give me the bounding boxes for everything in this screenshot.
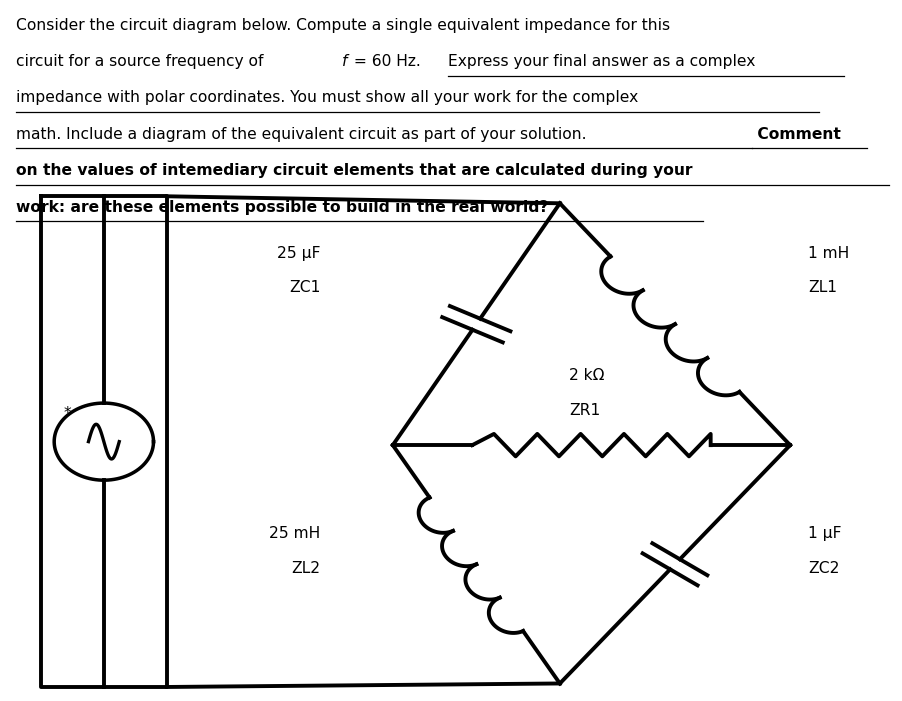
Text: *: *: [64, 406, 71, 421]
Text: f: f: [342, 54, 347, 69]
Text: 1 mH: 1 mH: [807, 246, 849, 261]
Text: ZL2: ZL2: [291, 561, 320, 576]
Text: 1 μF: 1 μF: [807, 526, 841, 541]
Text: 2 kΩ: 2 kΩ: [568, 369, 603, 383]
Text: ZC2: ZC2: [807, 561, 839, 576]
Text: on the values of intemediary circuit elements that are calculated during your: on the values of intemediary circuit ele…: [16, 163, 692, 178]
Text: ZC1: ZC1: [289, 280, 320, 295]
Text: 25 mH: 25 mH: [269, 526, 320, 541]
Text: math. Include a diagram of the equivalent circuit as part of your solution.: math. Include a diagram of the equivalen…: [16, 127, 586, 142]
Text: Comment: Comment: [751, 127, 841, 142]
Text: 25 μF: 25 μF: [277, 246, 320, 261]
Text: circuit for a source frequency of: circuit for a source frequency of: [16, 54, 268, 69]
Text: ZR1: ZR1: [568, 403, 600, 418]
Text: Express your final answer as a complex: Express your final answer as a complex: [447, 54, 754, 69]
Text: = 60 Hz.: = 60 Hz.: [348, 54, 425, 69]
Text: ZL1: ZL1: [807, 280, 836, 295]
Text: Consider the circuit diagram below. Compute a single equivalent impedance for th: Consider the circuit diagram below. Comp…: [16, 18, 669, 32]
Text: impedance with polar coordinates. You must show all your work for the complex: impedance with polar coordinates. You mu…: [16, 90, 638, 105]
Text: work: are these elements possible to build in the real world?: work: are these elements possible to bui…: [16, 200, 548, 215]
